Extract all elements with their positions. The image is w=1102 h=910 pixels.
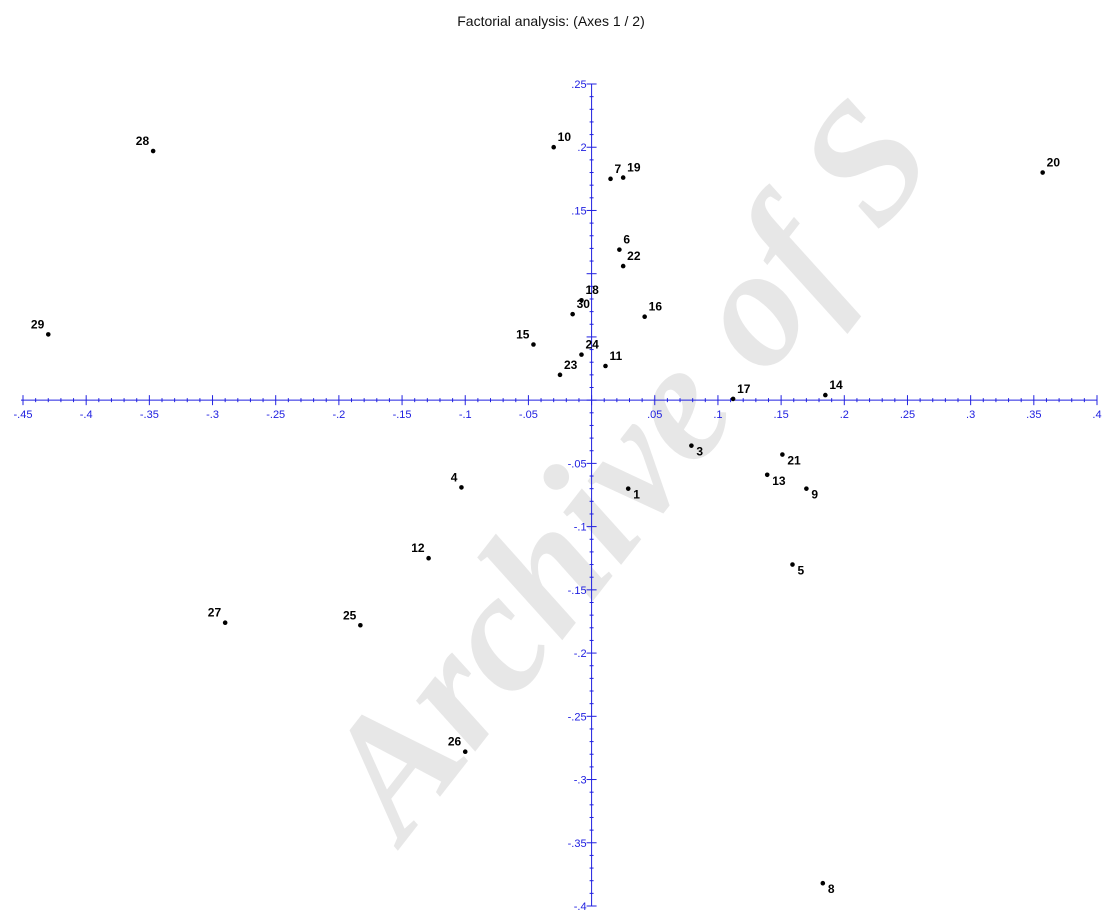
data-point-18 xyxy=(579,297,584,303)
data-point-14 xyxy=(823,392,828,398)
x-tick-label: -.4 xyxy=(80,409,93,421)
y-tick-label: .25 xyxy=(571,79,586,91)
data-point-21 xyxy=(780,452,785,457)
x-tick-label: .05 xyxy=(647,409,662,421)
y-tick-label: -.1 xyxy=(574,522,587,534)
y-tick-label: .2 xyxy=(577,142,586,154)
data-point-label: 1 xyxy=(633,488,640,502)
watermark: Archive of S xyxy=(279,66,968,873)
y-tick-label: -.3 xyxy=(574,775,587,787)
x-tick-label: -.45 xyxy=(14,409,33,421)
data-point-label: 20 xyxy=(1047,156,1061,170)
y-tick-label: -.35 xyxy=(568,838,587,850)
data-point-20 xyxy=(1040,170,1045,175)
data-point-17 xyxy=(730,396,736,402)
x-tick-label: -.35 xyxy=(140,409,159,421)
data-point-label: 6 xyxy=(623,233,630,247)
data-point-label: 11 xyxy=(609,349,622,363)
x-tick-label: .1 xyxy=(713,409,722,421)
data-point-label: 22 xyxy=(627,249,641,263)
data-point-label: 26 xyxy=(448,735,462,749)
data-point-29 xyxy=(45,332,51,337)
data-point-label: 29 xyxy=(31,317,45,331)
data-point-label: 3 xyxy=(696,445,703,459)
x-tick-label: -.15 xyxy=(393,409,412,421)
data-point-10 xyxy=(551,144,556,150)
data-point-15 xyxy=(531,342,536,347)
x-tick-label: .35 xyxy=(1026,409,1041,421)
data-point-12 xyxy=(426,555,431,561)
y-tick-label: -.2 xyxy=(574,648,587,660)
data-point-6 xyxy=(617,247,622,252)
data-point-label: 19 xyxy=(627,161,641,175)
x-tick-label: .4 xyxy=(1092,409,1101,421)
data-point-label: 23 xyxy=(564,358,578,372)
data-point-label: 17 xyxy=(737,382,751,396)
data-point-1 xyxy=(625,486,631,491)
data-point-27 xyxy=(222,620,228,626)
data-point-22 xyxy=(620,263,626,269)
data-point-label: 18 xyxy=(585,283,599,297)
data-point-8 xyxy=(820,880,826,886)
data-point-label: 12 xyxy=(411,541,425,555)
data-point-24 xyxy=(579,352,584,357)
data-point-label: 21 xyxy=(787,454,801,468)
data-point-label: 13 xyxy=(772,474,786,488)
y-tick-label: -.05 xyxy=(568,458,587,470)
data-point-25 xyxy=(358,622,363,628)
data-point-label: 9 xyxy=(811,488,818,502)
data-point-label: 24 xyxy=(585,338,599,352)
data-point-11 xyxy=(603,363,608,369)
data-point-label: 8 xyxy=(828,882,835,896)
chart-title: Factorial analysis: (Axes 1 / 2) xyxy=(457,13,645,29)
y-tick-label: -.4 xyxy=(574,901,587,910)
data-point-19 xyxy=(620,175,626,180)
data-point-label: 27 xyxy=(208,606,222,620)
data-point-26 xyxy=(462,749,468,755)
x-tick-label: .3 xyxy=(966,409,975,421)
x-tick-label: -.3 xyxy=(206,409,219,421)
y-tick-label: .15 xyxy=(571,205,586,217)
x-tick-label: -.2 xyxy=(332,409,345,421)
data-point-23 xyxy=(557,372,563,378)
data-point-3 xyxy=(689,443,694,448)
data-point-16 xyxy=(642,314,647,319)
x-tick-label: -.25 xyxy=(266,409,285,421)
x-tick-label: .2 xyxy=(840,409,849,421)
data-point-label: 28 xyxy=(136,134,150,148)
data-point-9 xyxy=(804,486,809,491)
y-tick-label: -.15 xyxy=(568,585,587,597)
axis-ticks: -.45 -.4 -.35 -.3 -.25 -.2 -.15 -.1 -.05.05.1.15… xyxy=(14,79,1102,910)
x-tick-label: .25 xyxy=(900,409,915,421)
y-tick-label: -.25 xyxy=(568,711,587,723)
data-point-label: 16 xyxy=(649,300,663,314)
data-point-7 xyxy=(608,176,613,182)
data-point-label: 5 xyxy=(797,564,804,578)
x-tick-label: -.05 xyxy=(519,409,538,421)
data-point-label: 15 xyxy=(516,328,530,342)
data-point-label: 14 xyxy=(829,378,843,392)
data-point-label: 25 xyxy=(343,608,357,622)
data-point-13 xyxy=(764,472,770,478)
data-point-30 xyxy=(570,311,575,317)
x-tick-label: -.1 xyxy=(459,409,472,421)
data-point-label: 30 xyxy=(577,297,591,311)
data-point-label: 10 xyxy=(558,130,572,144)
x-tick-label: .15 xyxy=(773,409,788,421)
data-point-28 xyxy=(150,148,156,154)
data-point-5 xyxy=(790,562,795,567)
data-point-4 xyxy=(459,485,464,490)
data-point-label: 4 xyxy=(451,470,458,484)
data-point-label: 7 xyxy=(615,162,622,176)
